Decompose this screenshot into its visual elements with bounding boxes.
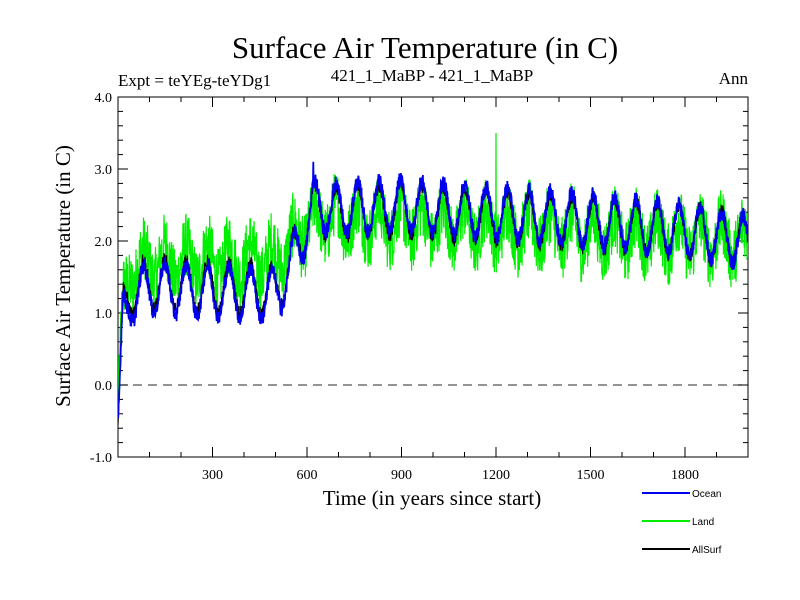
- legend-label-allsurf: AllSurf: [692, 545, 722, 556]
- x-tick-label: 900: [391, 468, 412, 483]
- x-tick-label: 1800: [671, 468, 699, 483]
- subtitle-left: Expt = teYEg-teYDg1: [118, 71, 271, 90]
- series-line-ocean: [118, 161, 748, 419]
- y-tick-label: 0.0: [95, 379, 113, 394]
- chart-title: Surface Air Temperature (in C): [232, 30, 618, 65]
- y-axis-label: Surface Air Temperature (in C): [51, 145, 75, 407]
- plot-area: -1.0 0.0 1.0 2.0 3.0 4.0 300 600 900 1200 1500 1800: [90, 91, 749, 483]
- y-tick-label: 2.0: [95, 235, 113, 250]
- x-tick-label: 1500: [577, 468, 605, 483]
- subtitle-center: 421_1_MaBP - 421_1_MaBP: [331, 66, 533, 85]
- y-tick-label: 3.0: [95, 163, 113, 178]
- legend-label-land: Land: [692, 517, 714, 528]
- x-tick-label: 600: [297, 468, 318, 483]
- legend: Ocean Land AllSurf: [642, 489, 722, 556]
- legend-label-ocean: Ocean: [692, 489, 721, 500]
- y-tick-label: 1.0: [95, 307, 113, 322]
- series-line-land: [118, 132, 748, 418]
- y-tick-label: -1.0: [90, 451, 112, 466]
- x-axis-label: Time (in years since start): [323, 486, 542, 510]
- x-tick-label: 1200: [482, 468, 510, 483]
- x-tick-label: 300: [202, 468, 223, 483]
- y-tick-label: 4.0: [95, 91, 113, 106]
- subtitle-right: Ann: [719, 69, 749, 88]
